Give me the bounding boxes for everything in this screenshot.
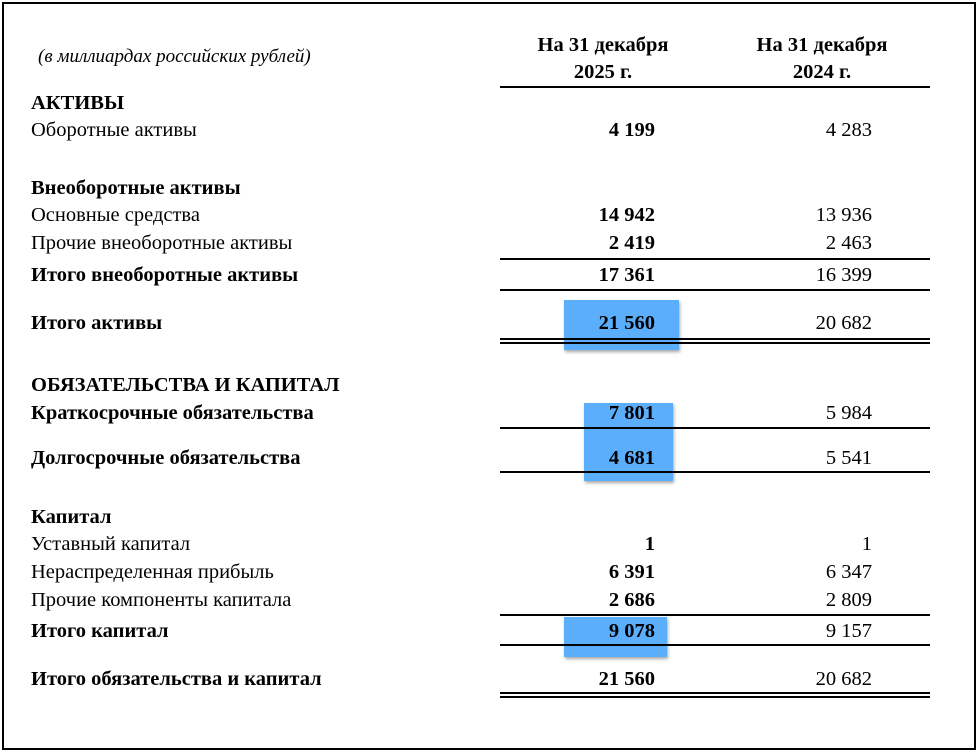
rule [500, 614, 930, 616]
units-subtitle: (в миллиардах российских рублей) [38, 46, 311, 67]
column-header-2024-line2: 2024 г. [792, 61, 852, 83]
value-2025: 14 942 [598, 204, 655, 226]
highlight-total-assets [564, 300, 679, 350]
double-rule [500, 338, 930, 344]
value-2024: 20 682 [815, 312, 872, 334]
header-rule [500, 86, 930, 88]
value-2024: 9 157 [825, 620, 872, 642]
value-2025: 21 560 [598, 668, 655, 690]
row-label: Основные средства [31, 204, 200, 226]
value-2024: 6 347 [825, 561, 872, 583]
highlight-liabilities [584, 403, 673, 481]
row-label: Внеоборотные активы [31, 177, 241, 199]
double-rule [500, 692, 930, 698]
value-2025: 17 361 [598, 264, 655, 286]
value-2024: 5 541 [825, 447, 872, 469]
row-label: Прочие внеоборотные активы [31, 232, 293, 254]
rule [500, 427, 930, 429]
column-header-2025-line1: На 31 декабря [537, 34, 669, 56]
row-label: Прочие компоненты капитала [31, 589, 292, 611]
value-2025: 7 801 [608, 402, 655, 424]
value-2024: 16 399 [815, 264, 872, 286]
row-label: Долгосрочные обязательства [31, 447, 301, 469]
column-header-2025-line2: 2025 г. [573, 61, 633, 83]
value-2025: 6 391 [608, 561, 655, 583]
row-label: Итого внеоборотные активы [31, 264, 299, 286]
value-2024: 4 283 [825, 119, 872, 141]
row-label: Краткосрочные обязательства [31, 402, 314, 424]
value-2025: 1 [644, 533, 655, 555]
column-header-2025: На 31 декабря 2025 г. [493, 32, 713, 86]
row-label: Капитал [31, 506, 112, 528]
value-2025: 4 681 [608, 447, 655, 469]
value-2025: 2 419 [608, 232, 655, 254]
value-2025: 21 560 [598, 312, 655, 334]
value-2024: 1 [861, 533, 872, 555]
value-2024: 13 936 [815, 204, 872, 226]
row-label: АКТИВЫ [31, 92, 125, 114]
row-label: Итого обязательства и капитал [31, 668, 322, 690]
value-2025: 9 078 [608, 620, 655, 642]
column-header-2024-line1: На 31 декабря [756, 34, 888, 56]
value-2024: 2 809 [825, 589, 872, 611]
row-label: ОБЯЗАТЕЛЬСТВА И КАПИТАЛ [31, 374, 340, 396]
value-2024: 5 984 [825, 402, 872, 424]
row-label: Итого капитал [31, 620, 169, 642]
rule [500, 644, 930, 646]
value-2025: 2 686 [608, 589, 655, 611]
row-label: Нераспределенная прибыль [31, 561, 274, 583]
value-2024: 20 682 [815, 668, 872, 690]
row-label: Итого активы [31, 312, 163, 334]
rule [500, 289, 930, 291]
rule [500, 258, 930, 260]
rule [500, 471, 930, 473]
highlight-total-equity [564, 617, 667, 657]
column-header-2024: На 31 декабря 2024 г. [712, 32, 932, 86]
row-label: Оборотные активы [31, 119, 197, 141]
value-2025: 4 199 [608, 119, 655, 141]
value-2024: 2 463 [825, 232, 872, 254]
row-label: Уставный капитал [31, 533, 191, 555]
